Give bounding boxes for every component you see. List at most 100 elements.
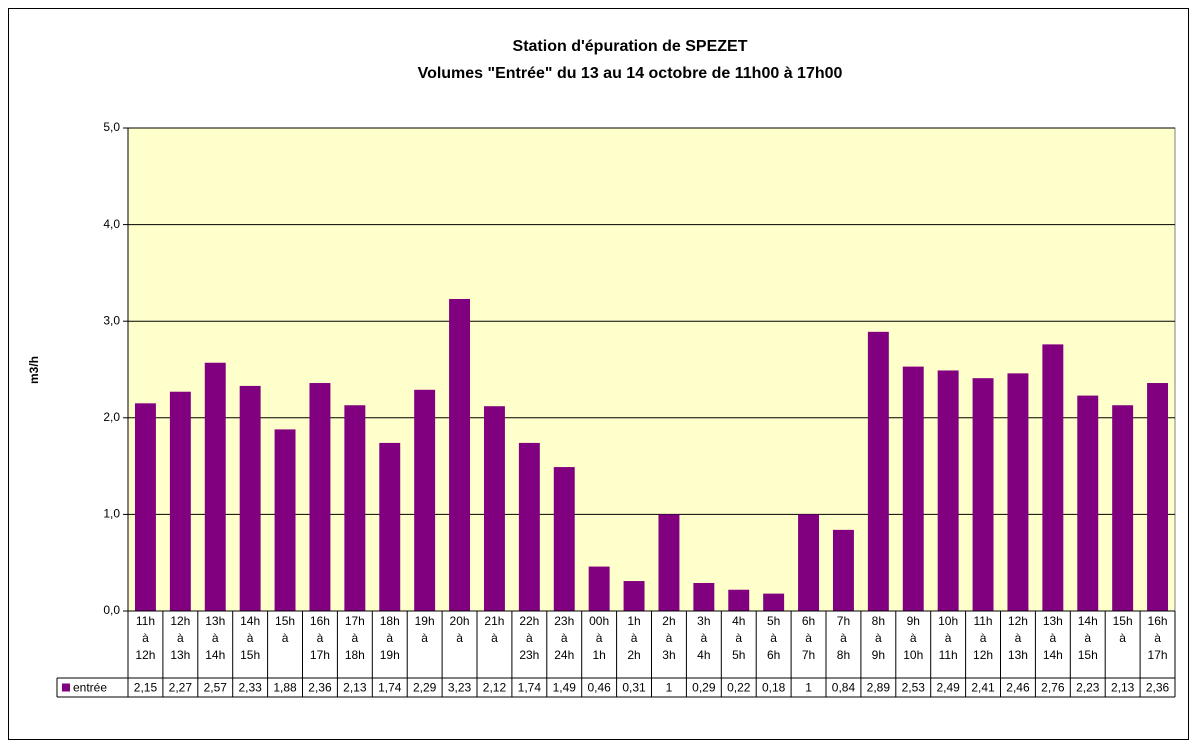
- x-tick-label: 16h: [1148, 614, 1168, 628]
- chart-title: Station d'épuration de SPEZET: [513, 38, 748, 55]
- bar: [728, 589, 750, 611]
- x-tick-label: à: [491, 631, 498, 645]
- data-table-value: 1,74: [518, 681, 542, 695]
- bar: [798, 514, 820, 611]
- x-tick-label: à: [1084, 631, 1091, 645]
- x-tick-label: à: [735, 631, 742, 645]
- x-tick-label: 23h: [554, 614, 574, 628]
- data-table-value: 2,36: [1146, 681, 1170, 695]
- bar: [204, 362, 226, 611]
- bar: [309, 383, 331, 611]
- x-tick-label: 9h: [907, 614, 920, 628]
- x-tick-label: 23h: [519, 648, 539, 662]
- data-table-value: 2,46: [1006, 681, 1030, 695]
- y-tick-label: 3,0: [103, 313, 120, 327]
- x-tick-label: à: [317, 631, 324, 645]
- bar: [693, 582, 715, 611]
- bar: [658, 514, 680, 611]
- x-tick-label: 18h: [345, 648, 365, 662]
- x-tick-label: 20h: [450, 614, 470, 628]
- x-tick-label: à: [910, 631, 917, 645]
- data-table-value: 2,49: [936, 681, 960, 695]
- data-table-value: 2,33: [238, 681, 262, 695]
- x-tick-label: 3h: [662, 648, 675, 662]
- bar: [902, 366, 924, 611]
- x-tick-label: à: [805, 631, 812, 645]
- data-table-value: 1,88: [273, 681, 297, 695]
- bar: [274, 429, 296, 611]
- x-tick-label: 5h: [732, 648, 745, 662]
- data-table-value: 2,57: [204, 681, 228, 695]
- x-tick-label: à: [1015, 631, 1022, 645]
- x-tick-label: 11h: [136, 614, 155, 628]
- x-tick-label: à: [212, 631, 219, 645]
- data-table-value: 2,27: [169, 681, 193, 695]
- chart-subtitle: Volumes "Entrée" du 13 au 14 octobre de …: [418, 65, 843, 82]
- x-tick-label: 7h: [837, 614, 850, 628]
- x-tick-label: à: [1119, 631, 1126, 645]
- x-tick-label: 6h: [767, 648, 780, 662]
- data-table-value: 1: [805, 681, 812, 695]
- x-tick-label: à: [561, 631, 568, 645]
- x-tick-label: 22h: [519, 614, 539, 628]
- bar: [623, 581, 645, 611]
- x-tick-label: à: [421, 631, 428, 645]
- x-tick-label: 24h: [554, 648, 574, 662]
- x-tick-label: à: [701, 631, 708, 645]
- legend-swatch: [62, 683, 70, 692]
- x-tick-label: à: [282, 631, 289, 645]
- x-tick-label: 21h: [484, 614, 504, 628]
- x-tick-label: 10h: [938, 614, 958, 628]
- x-tick-label: 12h: [170, 614, 190, 628]
- x-tick-label: 1h: [627, 614, 640, 628]
- x-tick-label: 00h: [589, 614, 609, 628]
- x-tick-label: à: [142, 631, 149, 645]
- bar: [972, 378, 994, 611]
- x-tick-label: 11h: [939, 648, 958, 662]
- bar: [449, 298, 471, 611]
- x-tick-label: à: [945, 631, 952, 645]
- x-tick-label: 5h: [767, 614, 780, 628]
- x-tick-label: 15h: [275, 614, 295, 628]
- data-table-value: 2,53: [902, 681, 926, 695]
- bar: [1042, 344, 1064, 611]
- bar: [1147, 383, 1169, 611]
- data-table-value: 2,41: [971, 681, 995, 695]
- x-tick-label: 8h: [837, 648, 850, 662]
- data-table-value: 2,23: [1076, 681, 1100, 695]
- x-tick-label: à: [1050, 631, 1057, 645]
- bar: [867, 331, 889, 611]
- x-tick-label: 12h: [973, 648, 993, 662]
- data-table-value: 3,23: [448, 681, 472, 695]
- data-table-value: 2,76: [1041, 681, 1065, 695]
- data-table-value: 2,36: [308, 681, 332, 695]
- y-tick-label: 1,0: [103, 507, 120, 521]
- x-tick-label: 17h: [1148, 648, 1168, 662]
- x-tick-label: à: [526, 631, 533, 645]
- bar: [937, 370, 959, 611]
- y-tick-label: 0,0: [103, 603, 120, 617]
- x-tick-label: à: [596, 631, 603, 645]
- x-tick-label: 14h: [240, 614, 260, 628]
- data-table-value: 2,13: [343, 681, 367, 695]
- x-tick-label: 11h: [973, 614, 992, 628]
- x-tick-label: 8h: [872, 614, 885, 628]
- y-tick-label: 2,0: [103, 410, 120, 424]
- x-tick-label: 19h: [415, 614, 435, 628]
- x-tick-label: à: [456, 631, 463, 645]
- x-tick-label: à: [247, 631, 254, 645]
- data-table-value: 0,46: [587, 681, 611, 695]
- x-tick-label: 15h: [1078, 648, 1098, 662]
- x-tick-label: 3h: [697, 614, 710, 628]
- data-table-value: 2,15: [134, 681, 158, 695]
- x-tick-label: 19h: [380, 648, 400, 662]
- x-tick-label: 18h: [380, 614, 400, 628]
- x-tick-label: 7h: [802, 648, 815, 662]
- x-tick-label: 14h: [1078, 614, 1098, 628]
- bar: [239, 385, 261, 611]
- x-tick-label: 4h: [697, 648, 710, 662]
- x-tick-label: 14h: [1043, 648, 1063, 662]
- x-tick-label: 17h: [345, 614, 365, 628]
- x-tick-label: à: [770, 631, 777, 645]
